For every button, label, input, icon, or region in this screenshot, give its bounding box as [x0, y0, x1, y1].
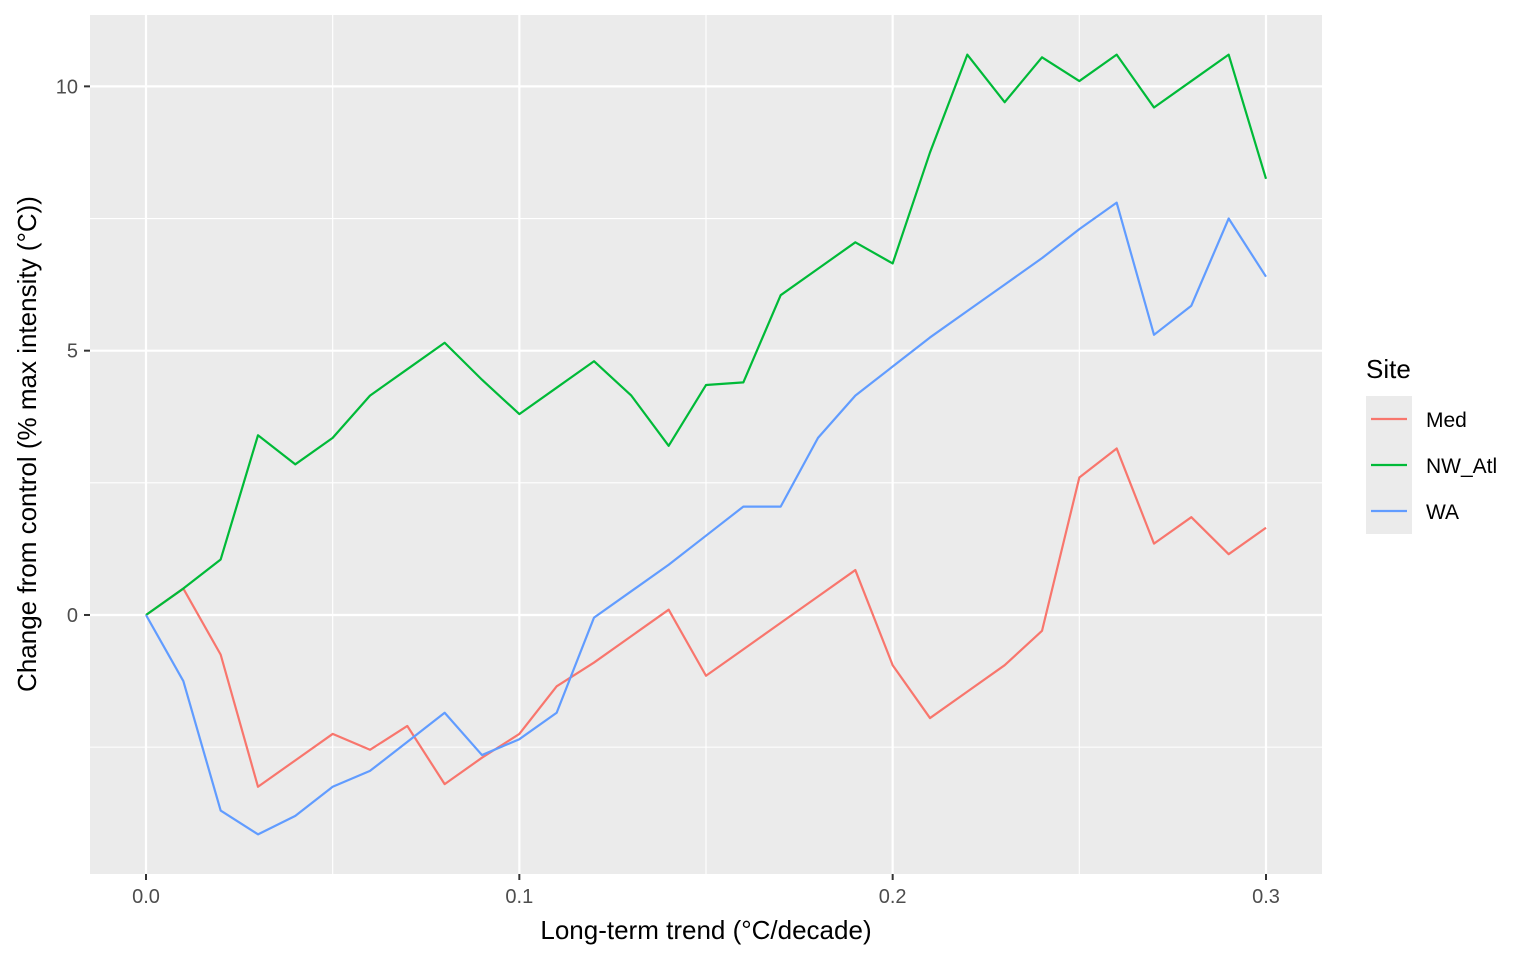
series-line-nw-atl [145, 53, 1268, 616]
x-tick-label: 0.3 [1252, 886, 1280, 908]
legend-title: Site [1366, 354, 1411, 384]
legend: Site Med NW_Atl WA [1366, 354, 1497, 534]
y-tick-label: 0 [67, 605, 78, 627]
series-lines [145, 53, 1268, 836]
y-tick-label: 10 [56, 76, 78, 98]
x-tick-label: 0.1 [505, 886, 533, 908]
legend-keys: Med NW_Atl WA [1366, 396, 1497, 534]
major-gridlines [90, 15, 1322, 874]
x-tick-label: 0.2 [879, 886, 907, 908]
legend-label: WA [1426, 501, 1459, 524]
x-axis: 0.0 0.1 0.2 0.3 [132, 874, 1280, 908]
x-tick-label: 0.0 [132, 886, 160, 908]
y-axis-title: Change from control (% max intensity (°C… [12, 196, 42, 692]
y-axis: 0 5 10 [56, 76, 90, 627]
x-axis-title: Long-term trend (°C/decade) [540, 915, 871, 945]
legend-label: NW_Atl [1426, 455, 1497, 478]
series-line-med [145, 447, 1267, 788]
series-line-wa [145, 201, 1267, 836]
minor-gridlines [90, 15, 1322, 874]
y-tick-label: 5 [67, 341, 78, 363]
legend-label: Med [1426, 409, 1467, 432]
